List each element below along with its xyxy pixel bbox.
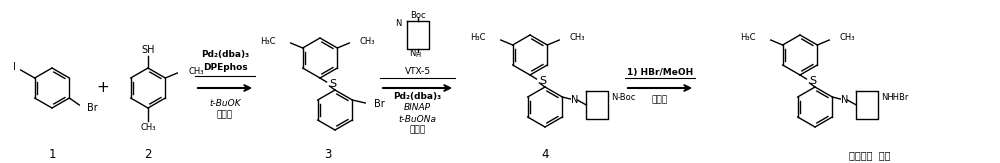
Text: N: N [571, 95, 578, 105]
Text: S: S [810, 76, 817, 86]
Text: N: N [409, 49, 416, 58]
Text: 1: 1 [48, 148, 56, 162]
Text: CH₃: CH₃ [140, 124, 156, 133]
Text: 2: 2 [144, 148, 152, 162]
Text: Pd₂(dba)₃: Pd₂(dba)₃ [393, 92, 442, 102]
Text: Pd₂(dba)₃: Pd₂(dba)₃ [201, 51, 249, 59]
Text: BINAP: BINAP [404, 104, 431, 112]
Text: S: S [330, 79, 337, 89]
Text: N: N [395, 18, 402, 28]
Text: -Boc: -Boc [617, 94, 636, 103]
Text: 步骤一: 步骤一 [217, 111, 233, 119]
Text: H₃C: H₃C [740, 34, 756, 43]
Text: DPEphos: DPEphos [203, 62, 247, 72]
Text: N: N [841, 95, 848, 105]
Text: 步骤三: 步骤三 [652, 96, 668, 104]
Text: +: + [97, 81, 109, 96]
Text: 3: 3 [324, 148, 331, 162]
Text: 步骤二: 步骤二 [409, 126, 426, 134]
Text: 1) HBr/MeOH: 1) HBr/MeOH [627, 67, 693, 76]
Text: H: H [415, 52, 420, 58]
Text: SH: SH [141, 45, 155, 55]
Text: H₃C: H₃C [260, 37, 276, 45]
Text: NH: NH [881, 94, 894, 103]
Text: H₃C: H₃C [470, 34, 486, 43]
Text: t-BuOK: t-BuOK [209, 98, 241, 108]
Text: Br: Br [87, 103, 98, 113]
Text: CH₃: CH₃ [839, 34, 855, 43]
Text: I: I [13, 62, 16, 72]
Text: S: S [540, 76, 547, 86]
Text: Boc: Boc [410, 10, 425, 20]
Text: CH₃: CH₃ [188, 67, 204, 75]
Text: CH₃: CH₃ [569, 34, 585, 43]
Text: N: N [611, 94, 618, 103]
Text: 沃替西丁  粗品: 沃替西丁 粗品 [849, 150, 891, 160]
Text: 4: 4 [541, 148, 549, 162]
Text: VTX-5: VTX-5 [404, 67, 431, 76]
Text: Br: Br [374, 99, 385, 109]
Text: CH₃: CH₃ [359, 37, 375, 45]
Text: ·HBr: ·HBr [890, 94, 909, 103]
Text: t-BuONa: t-BuONa [398, 114, 436, 124]
